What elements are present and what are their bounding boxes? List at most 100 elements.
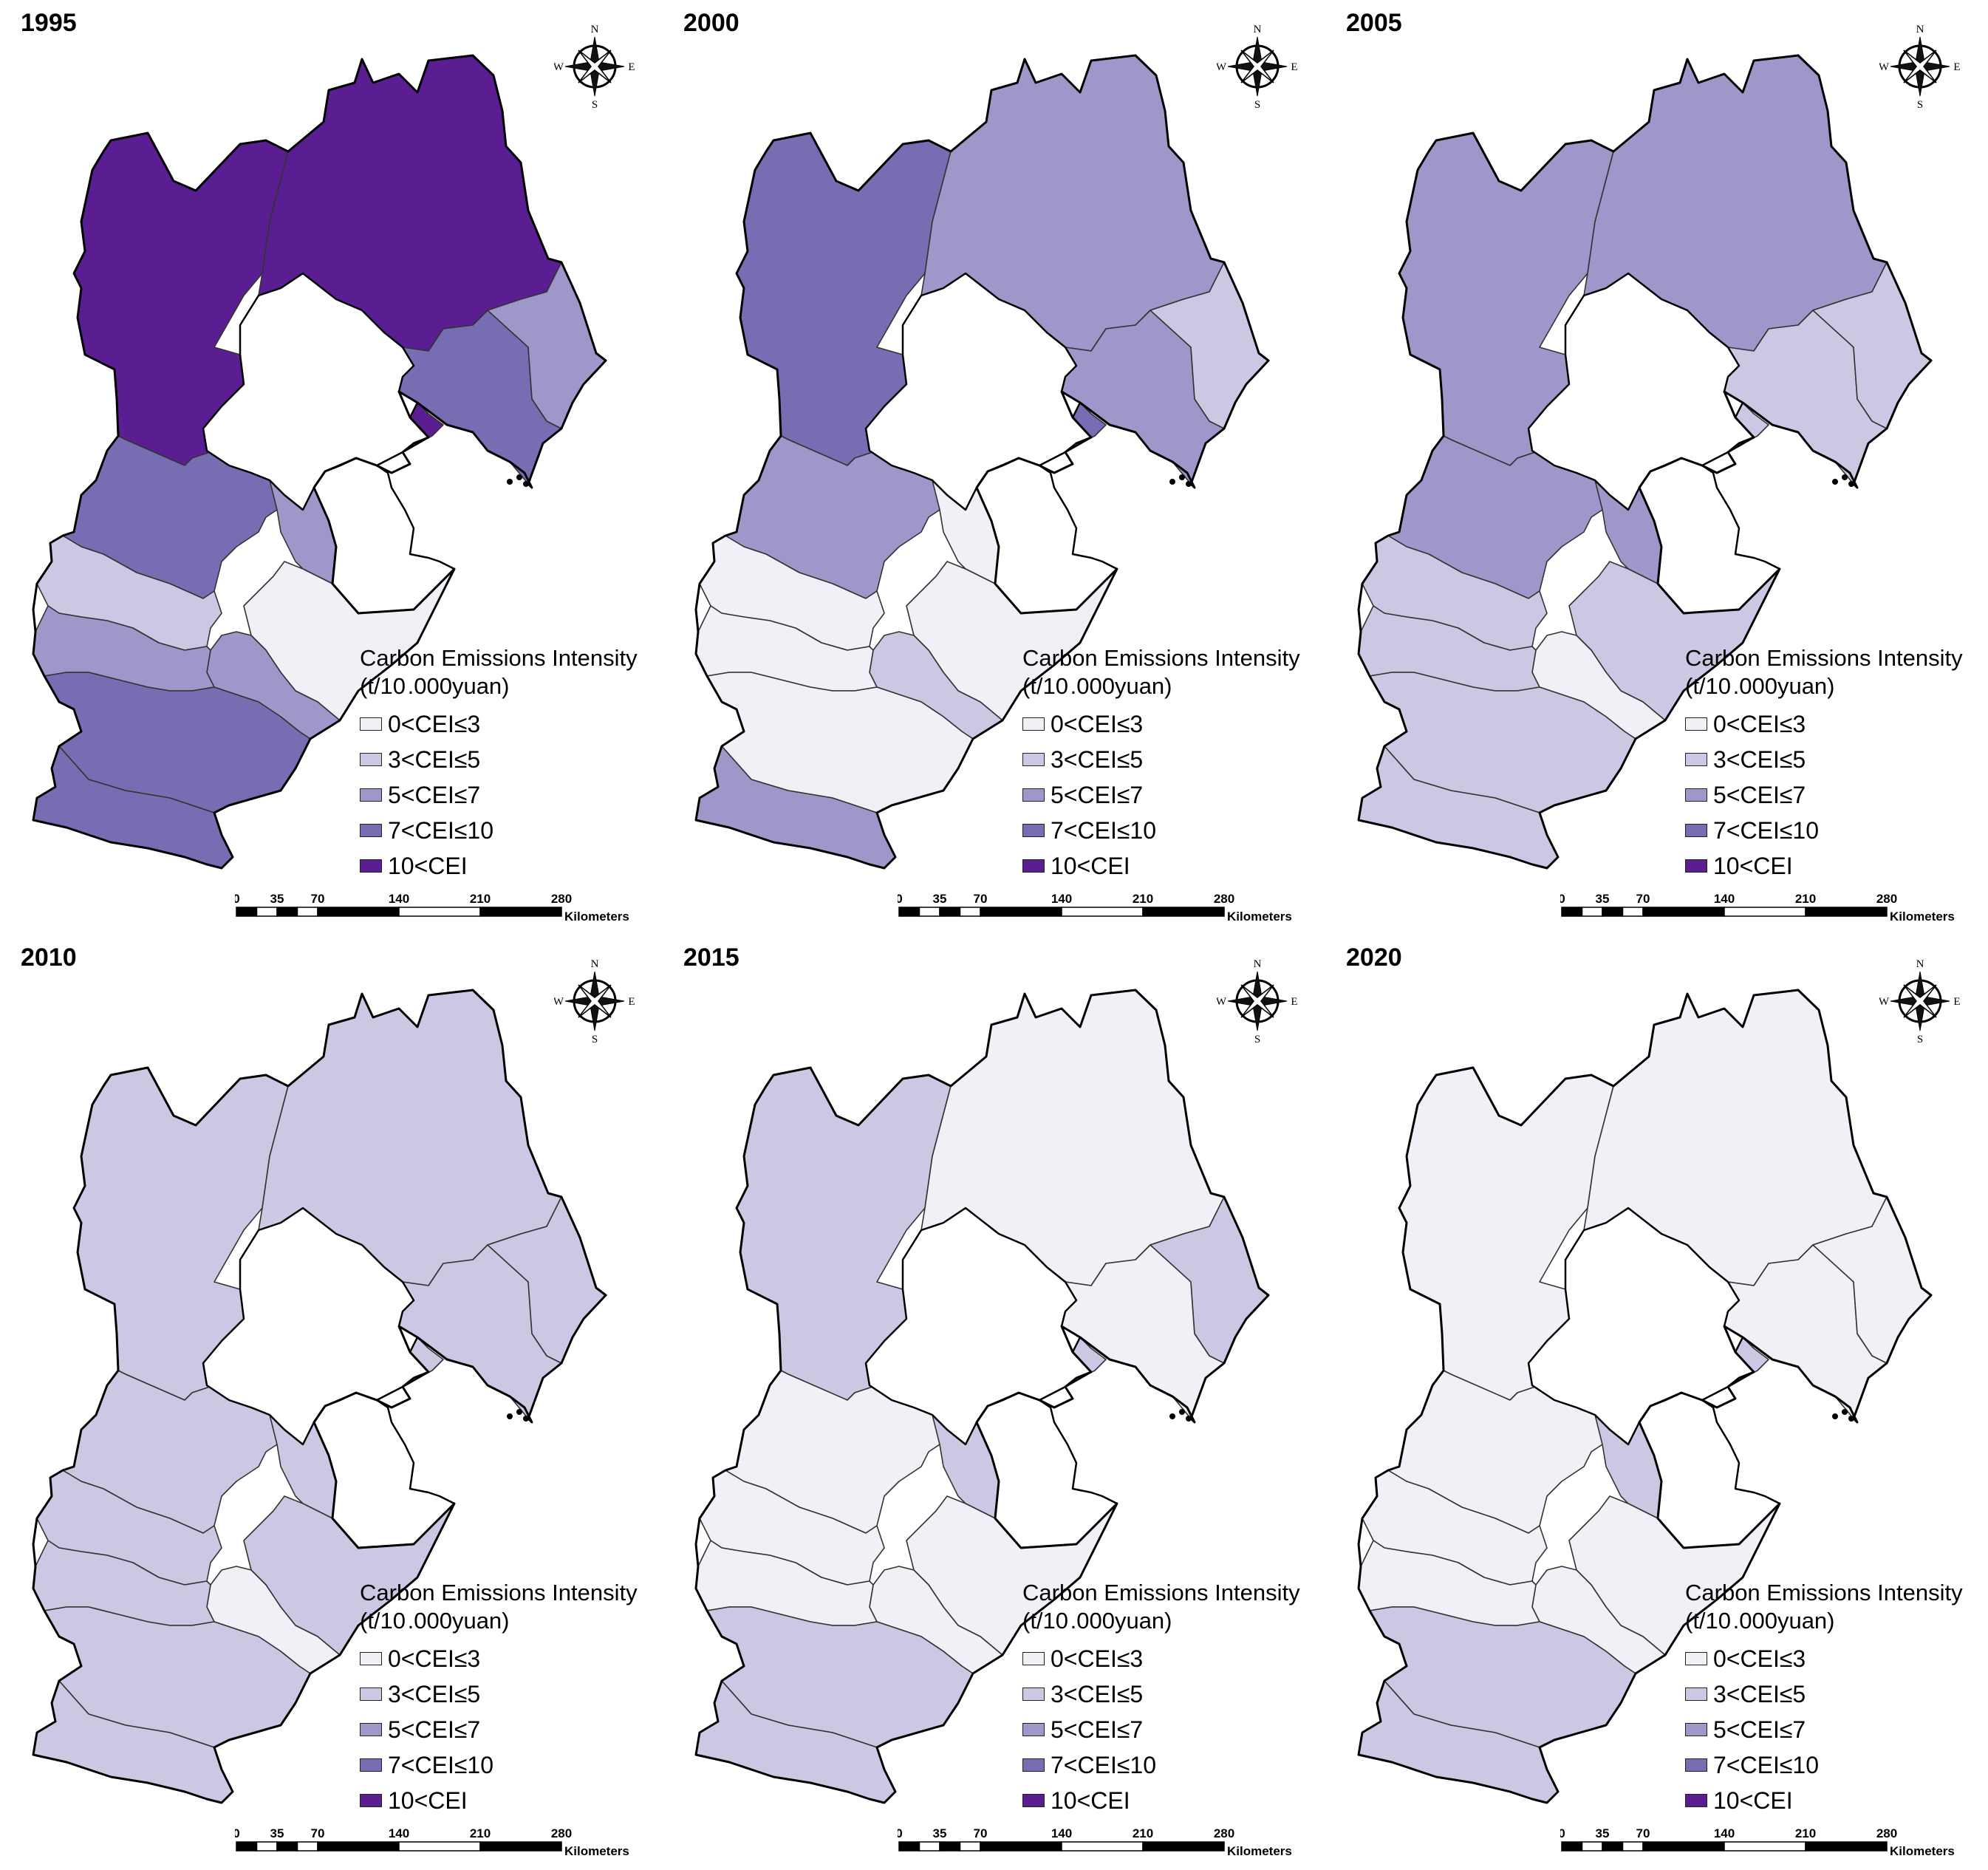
- coastal-island: [523, 1416, 529, 1422]
- legend-item: 3<CEI≤5: [1685, 1676, 1988, 1712]
- scale-tick-label: 70: [974, 1826, 988, 1840]
- scale-tick-label: 0: [898, 892, 903, 906]
- north-arrow-icon: N S E W: [1879, 24, 1961, 111]
- legend-swatch: [1022, 1723, 1045, 1736]
- legend-label: 0<CEI≤3: [388, 1645, 481, 1672]
- legend-swatch: [1022, 788, 1045, 802]
- scale-tick-label: 70: [311, 1826, 325, 1840]
- legend: Carbon Emissions Intensity (t/10 .000yuan…: [1685, 644, 1988, 884]
- legend-swatch: [1685, 1688, 1707, 1701]
- scale-tick-label: 35: [1596, 892, 1610, 906]
- map-panel-1995: 1995 N S E W Carbon Emissions Intensity (t/10 …: [0, 0, 663, 935]
- compass-e-label: E: [1291, 996, 1297, 1008]
- scale-tick-label: 140: [1051, 1826, 1072, 1840]
- legend-swatch: [1022, 824, 1045, 837]
- scale-unit-label: Kilometers: [1227, 910, 1292, 924]
- legend-swatch: [1685, 753, 1707, 766]
- coastal-island: [1179, 474, 1185, 480]
- coastal-island: [1832, 1413, 1838, 1419]
- legend-label: 7<CEI≤10: [388, 1751, 493, 1778]
- legend-item: 7<CEI≤10: [1022, 813, 1333, 848]
- legend-item: 10<CEI: [1022, 1783, 1333, 1818]
- compass-e-label: E: [1953, 61, 1960, 73]
- scale-tick-label: 280: [551, 892, 572, 906]
- scale-tick-label: 70: [974, 892, 988, 906]
- legend-label: 3<CEI≤5: [1713, 745, 1806, 773]
- beijing-gap: [864, 1207, 1093, 1446]
- scale-tick-label: 210: [1133, 892, 1153, 906]
- coastal-island: [1186, 1416, 1192, 1422]
- legend-swatch: [1685, 859, 1707, 873]
- coastal-island: [507, 479, 513, 485]
- legend-swatch: [1022, 1652, 1045, 1665]
- coastal-island: [1848, 1416, 1854, 1422]
- compass-n-label: N: [591, 958, 599, 970]
- legend-label: 5<CEI≤7: [1051, 781, 1144, 808]
- compass-n-label: N: [1916, 958, 1924, 970]
- map-panel-2005: 2005 N S E W Carbon Emissions Intensity (t/10 …: [1325, 0, 1988, 935]
- compass-s-label: S: [592, 99, 598, 111]
- compass-n-label: N: [1254, 24, 1262, 35]
- legend-label: 5<CEI≤7: [1713, 781, 1806, 808]
- map-panel-2020: 2020 N S E W Carbon Emissions Intensity (t/10 …: [1325, 935, 1988, 1869]
- legend-title: Carbon Emissions Intensity: [1685, 1580, 1963, 1605]
- north-arrow-icon: N S E W: [1879, 958, 1961, 1045]
- scale-tick-label: 140: [1714, 1826, 1735, 1840]
- beijing-gap: [202, 1207, 430, 1446]
- legend-item: 0<CEI≤3: [1022, 706, 1333, 742]
- scale-tick-label: 280: [1876, 892, 1897, 906]
- legend-title: Carbon Emissions Intensity: [1022, 1580, 1300, 1605]
- legend-swatch: [360, 859, 382, 873]
- compass-e-label: E: [628, 996, 635, 1008]
- legend-unit: (t/10 .000yuan): [360, 673, 510, 699]
- province-outline: [1357, 989, 1933, 1804]
- panel-year-label: 2005: [1346, 9, 1402, 37]
- legend-label: 7<CEI≤10: [1713, 1751, 1819, 1778]
- legend-label: 10<CEI: [1713, 852, 1793, 879]
- compass-n-label: N: [591, 24, 599, 35]
- legend-swatch: [360, 1652, 382, 1665]
- province-map: [32, 989, 607, 1804]
- legend-item: 10<CEI: [1685, 848, 1988, 884]
- coastal-island: [507, 1413, 513, 1419]
- scale-tick-label: 210: [1133, 1826, 1153, 1840]
- north-arrow-icon: N S E W: [554, 24, 635, 111]
- map-panel-2000: 2000 N S E W Carbon Emissions Intensity (t/10 …: [663, 0, 1325, 935]
- scale-bar: 0 35 70 140 210 280 Kilometers: [235, 1826, 629, 1858]
- legend-unit: (t/10 .000yuan): [1022, 673, 1172, 699]
- coastal-island: [1832, 479, 1838, 485]
- scale-tick-label: 280: [551, 1826, 572, 1840]
- coastal-island: [516, 1409, 522, 1415]
- legend-item: 5<CEI≤7: [360, 777, 670, 813]
- scale-tick-label: 35: [270, 1826, 284, 1840]
- legend-swatch: [1685, 1758, 1707, 1772]
- legend-swatch: [1022, 859, 1045, 873]
- scale-tick-label: 210: [1795, 1826, 1816, 1840]
- coastal-island: [523, 481, 529, 487]
- north-arrow-icon: N S E W: [1217, 958, 1298, 1045]
- legend-label: 7<CEI≤10: [1051, 1751, 1156, 1778]
- compass-w-label: W: [1217, 996, 1227, 1008]
- legend-swatch: [360, 717, 382, 731]
- legend-label: 5<CEI≤7: [1713, 1716, 1806, 1743]
- scale-tick-label: 210: [470, 892, 491, 906]
- scale-unit-label: Kilometers: [1890, 1844, 1955, 1858]
- map-panel-2015: 2015 N S E W Carbon Emissions Intensity (t/10 …: [663, 935, 1325, 1869]
- panel-year-label: 2010: [21, 943, 77, 972]
- scale-bar: 0 35 70 140 210 280 Kilometers: [235, 892, 629, 924]
- legend-unit: (t/10 .000yuan): [1685, 1608, 1835, 1634]
- scale-tick-label: 70: [1636, 1826, 1650, 1840]
- legend-item: 0<CEI≤3: [1022, 1641, 1333, 1676]
- scale-tick-label: 70: [1636, 892, 1650, 906]
- legend: Carbon Emissions Intensity (t/10 .000yuan…: [1685, 1579, 1988, 1818]
- legend-swatch: [360, 1723, 382, 1736]
- compass-e-label: E: [1291, 61, 1297, 73]
- legend-item: 10<CEI: [360, 1783, 670, 1818]
- legend-title: Carbon Emissions Intensity: [1022, 645, 1300, 671]
- province-outline: [694, 54, 1270, 870]
- legend-swatch: [1685, 1723, 1707, 1736]
- legend-label: 10<CEI: [1713, 1787, 1793, 1814]
- legend-item: 7<CEI≤10: [1022, 1747, 1333, 1783]
- compass-w-label: W: [554, 996, 564, 1008]
- legend-swatch: [1022, 1794, 1045, 1807]
